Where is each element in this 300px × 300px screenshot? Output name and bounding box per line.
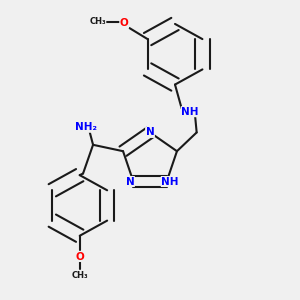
Text: CH₃: CH₃	[72, 271, 89, 280]
Text: CH₃: CH₃	[89, 17, 106, 26]
Text: NH: NH	[181, 107, 199, 117]
Text: O: O	[75, 251, 84, 262]
Text: N: N	[126, 176, 134, 187]
Text: N: N	[146, 128, 154, 137]
Text: NH: NH	[161, 176, 179, 187]
Text: NH₂: NH₂	[75, 122, 98, 132]
Text: O: O	[120, 18, 129, 28]
